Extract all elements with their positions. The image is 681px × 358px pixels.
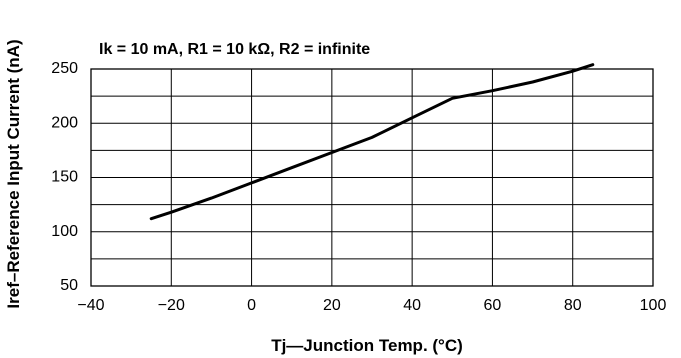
y-tick-labels: 50 100 150 200 250 xyxy=(51,60,78,294)
x-tick-label: −20 xyxy=(158,297,185,314)
plot-frame xyxy=(90,68,654,287)
y-tick-label: 100 xyxy=(51,223,78,240)
y-tick-label: 50 xyxy=(60,277,78,294)
y-tick-label: 150 xyxy=(51,169,78,186)
x-tick-labels: −40 −20 0 20 40 60 80 100 xyxy=(77,297,666,314)
y-axis-title: Iref–Reference Input Current (nA) xyxy=(4,39,23,308)
series-line xyxy=(149,63,595,221)
y-tick-label: 250 xyxy=(51,60,78,77)
y-tick-label: 200 xyxy=(51,114,78,131)
chart-title: Ik = 10 mA, R1 = 10 kΩ, R2 = infinite xyxy=(99,41,370,58)
x-tick-label: 60 xyxy=(484,297,502,314)
grid xyxy=(90,68,654,287)
x-tick-label: 80 xyxy=(564,297,582,314)
x-tick-label: 100 xyxy=(640,297,667,314)
x-tick-label: 0 xyxy=(247,297,256,314)
x-axis-title: Tj—Junction Temp. (°C) xyxy=(271,336,463,355)
x-tick-label: 40 xyxy=(403,297,421,314)
x-tick-label: −40 xyxy=(77,297,104,314)
x-tick-label: 20 xyxy=(323,297,341,314)
